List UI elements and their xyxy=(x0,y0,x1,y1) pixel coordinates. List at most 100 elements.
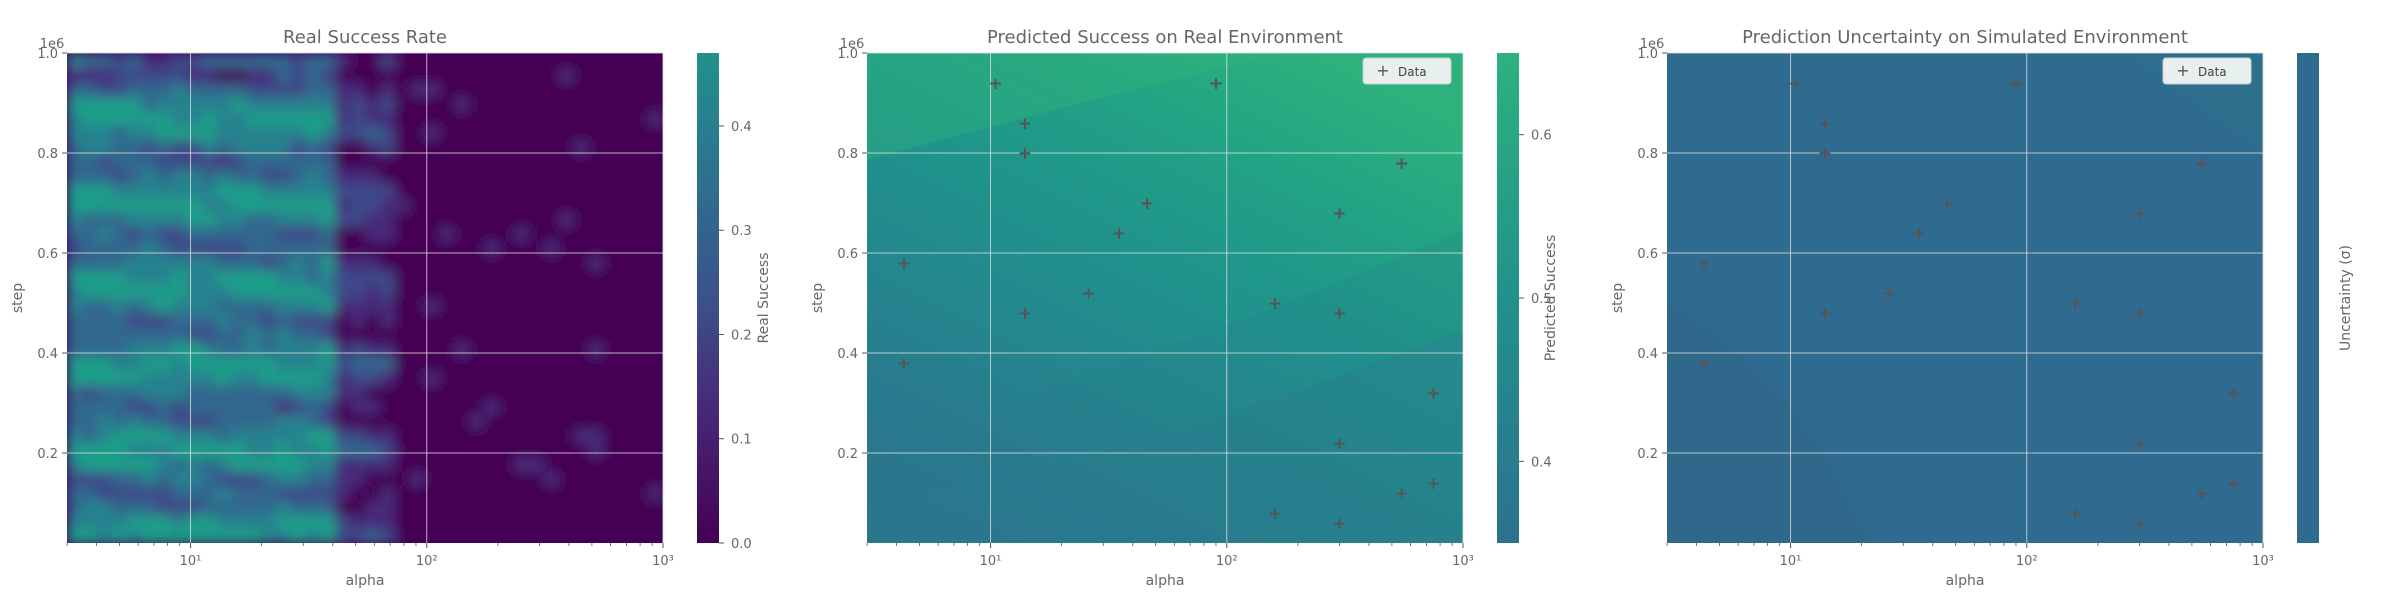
heatmap-cell xyxy=(394,139,411,155)
heatmap-cell xyxy=(156,139,173,155)
heatmap-cell xyxy=(67,81,83,98)
heatmap-cell xyxy=(290,269,307,285)
heatmap-cell xyxy=(424,427,441,444)
heatmap-cell xyxy=(96,182,113,199)
heatmap-cell xyxy=(469,312,486,328)
heatmap-cell xyxy=(141,528,158,543)
heatmap-cell xyxy=(558,355,575,372)
heatmap-cell xyxy=(439,398,456,415)
heatmap-cell xyxy=(469,456,486,472)
heatmap-cell xyxy=(394,182,411,199)
heatmap-cell xyxy=(543,139,560,155)
data-point-marker: + xyxy=(1788,74,1802,94)
heatmap-cell xyxy=(528,499,545,516)
heatmap-cell xyxy=(171,225,188,242)
data-point-marker: + xyxy=(1818,114,1832,134)
heatmap-cell xyxy=(558,53,575,69)
data-point-marker: + xyxy=(897,354,911,374)
heatmap-cell xyxy=(424,370,441,386)
heatmap-cell xyxy=(305,211,322,227)
heatmap-cell xyxy=(499,110,515,127)
heatmap-cell xyxy=(543,67,560,83)
heatmap-cell xyxy=(439,225,456,242)
heatmap-cell xyxy=(588,298,605,314)
heatmap-cell xyxy=(424,67,441,83)
chart-title: Prediction Uncertainty on Simulated Envi… xyxy=(1742,27,2188,48)
heatmap-cell xyxy=(543,153,560,170)
heatmap-cell xyxy=(633,456,650,472)
heatmap-cell xyxy=(201,81,217,98)
heatmap-cell xyxy=(320,168,337,184)
heatmap-cell xyxy=(484,211,501,227)
heatmap-cell xyxy=(201,269,217,285)
heatmap-cell xyxy=(156,341,173,357)
heatmap-cell xyxy=(245,269,262,285)
heatmap-cell xyxy=(141,110,158,127)
heatmap-cell xyxy=(648,53,663,69)
heatmap-cell xyxy=(365,312,381,328)
heatmap-cell xyxy=(528,125,545,141)
heatmap-cell xyxy=(394,370,411,386)
heatmap-cell xyxy=(648,514,663,530)
heatmap-cell xyxy=(603,240,620,256)
heatmap-cell xyxy=(260,153,277,170)
heatmap-cell xyxy=(305,168,322,184)
heatmap-cell xyxy=(350,96,366,112)
heatmap-cell xyxy=(126,225,143,242)
heatmap-cell xyxy=(424,326,441,343)
heatmap-cell xyxy=(81,456,98,472)
heatmap-cell xyxy=(424,413,441,429)
heatmap-cell xyxy=(603,168,620,184)
heatmap-cell xyxy=(648,168,663,184)
heatmap-cell xyxy=(648,442,663,458)
heatmap-cell xyxy=(171,211,188,227)
heatmap-cell xyxy=(499,211,515,227)
heatmap-cell xyxy=(365,168,381,184)
heatmap-cell xyxy=(573,67,590,83)
heatmap-cell xyxy=(305,283,322,299)
heatmap-cell xyxy=(96,298,113,314)
heatmap-cell xyxy=(454,269,471,285)
heatmap-cell xyxy=(409,240,426,256)
heatmap-cell xyxy=(573,326,590,343)
heatmap-cell xyxy=(141,398,158,415)
heatmap-cell xyxy=(499,326,515,343)
heatmap-cell xyxy=(350,197,366,213)
heatmap-cell xyxy=(320,442,337,458)
heatmap-cell xyxy=(305,413,322,429)
heatmap-cell xyxy=(260,384,277,400)
heatmap-cell xyxy=(67,528,83,543)
heatmap-cell xyxy=(171,53,188,69)
heatmap-cell xyxy=(633,528,650,543)
heatmap-cell xyxy=(573,139,590,155)
heatmap-cell xyxy=(618,269,635,285)
heatmap-cell xyxy=(394,168,411,184)
heatmap-cell xyxy=(469,182,486,199)
heatmap-cell xyxy=(290,298,307,314)
heatmap-cell xyxy=(156,298,173,314)
heatmap-cell xyxy=(81,81,98,98)
heatmap-cell xyxy=(454,168,471,184)
heatmap-cell xyxy=(588,341,605,357)
heatmap-cell xyxy=(618,182,635,199)
heatmap-cell xyxy=(454,442,471,458)
heatmap-cell xyxy=(588,67,605,83)
heatmap-cell xyxy=(558,110,575,127)
heatmap-cell xyxy=(126,81,143,98)
heatmap-cell xyxy=(126,442,143,458)
heatmap-cell xyxy=(96,341,113,357)
heatmap-cell xyxy=(439,211,456,227)
heatmap-cell xyxy=(379,197,396,213)
heatmap-cell xyxy=(454,456,471,472)
heatmap-cell xyxy=(201,168,217,184)
heatmap-cell xyxy=(394,298,411,314)
heatmap-cell xyxy=(618,197,635,213)
heatmap-cell xyxy=(573,470,590,487)
heatmap-cell xyxy=(201,398,217,415)
heatmap-cell xyxy=(245,225,262,242)
heatmap-cell xyxy=(573,240,590,256)
heatmap-cell xyxy=(648,110,663,127)
heatmap-cell xyxy=(171,341,188,357)
legend-box xyxy=(2162,57,2252,85)
heatmap-cell xyxy=(111,384,128,400)
